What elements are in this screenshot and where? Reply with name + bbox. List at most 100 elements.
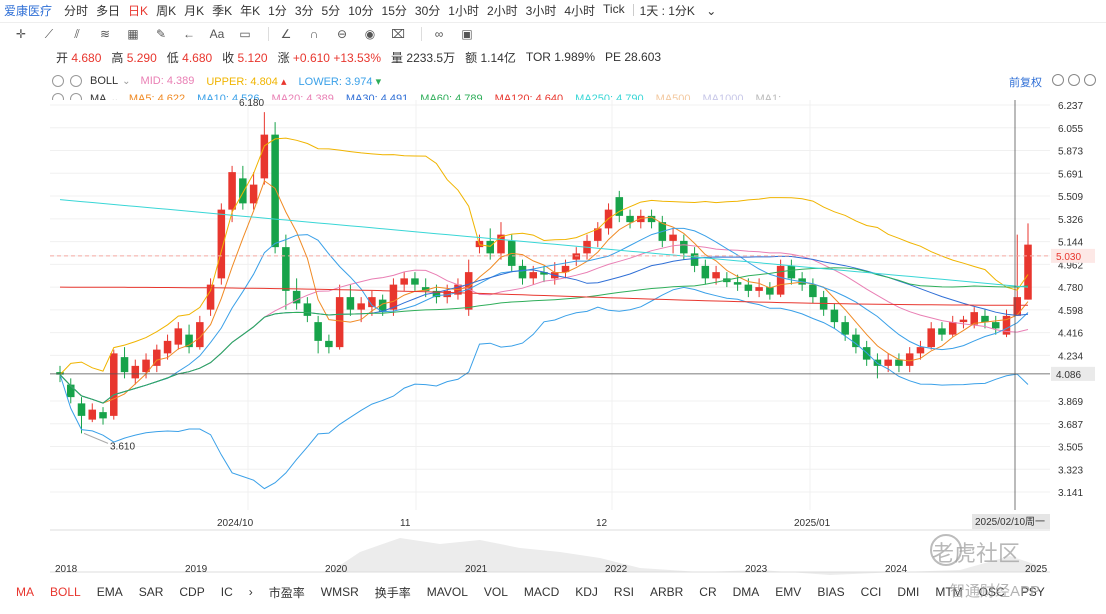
indicator-tab-15[interactable]: ARBR [649,585,684,599]
period-tab-8[interactable]: 3分 [294,3,314,18]
close-label: 收 [222,50,235,65]
boll-name[interactable]: BOLL [90,75,119,87]
open-label: 开 [56,50,69,65]
chevron-down-icon[interactable]: ⌄ [110,93,119,105]
indicator-tab-24[interactable]: PSY [1020,585,1045,599]
indicator-tab-5[interactable]: IC [220,585,233,599]
indicator-tab-3[interactable]: SAR [138,585,164,599]
line-tool-icon[interactable]: ⟋ [44,26,54,41]
price-tick: 5.691 [1058,169,1083,180]
ma120-line [59,286,1028,306]
period-tab-5[interactable]: 季K [212,3,233,18]
arrow-tool-icon[interactable]: ← [183,27,195,41]
candle-body [400,278,408,285]
indicator-tab-22[interactable]: MTM [935,585,963,599]
brush-tool-icon[interactable]: ✎ [155,27,167,41]
indicator-tab-8[interactable]: WMSR [320,585,359,599]
stock-name[interactable]: 爱康医疗 [4,3,53,18]
link-icon[interactable]: ∞ [434,27,444,41]
amount-value: 1.14亿 [480,50,516,65]
period-tab-3[interactable]: 周K [156,3,177,18]
period-tab-16[interactable]: 4小时 [564,3,596,18]
indicator-tab-14[interactable]: RSI [613,585,634,599]
wave-tool-icon[interactable]: ≋ [99,27,111,41]
ma10-line [59,227,1029,404]
indicator-tab-16[interactable]: CR [699,585,717,599]
ruler-tool-icon[interactable]: ∠ [280,27,292,41]
candle-body [529,272,538,279]
period-tab-11[interactable]: 15分 [381,3,407,18]
indicator-tab-23[interactable]: OSC [978,585,1005,599]
indicator-tab-1[interactable]: BOLL [50,585,81,599]
period-tab-14[interactable]: 2小时 [486,3,518,18]
period-select[interactable]: 1天 : 1分K ⌄ [640,2,725,19]
period-tab-0[interactable]: 分时 [64,3,89,18]
period-tab-12[interactable]: 30分 [414,3,441,18]
eye-icon[interactable] [52,75,64,87]
zoom-out-icon[interactable] [1068,74,1080,86]
indicator-tab-9[interactable]: 换手率 [374,585,411,600]
candle-body [970,312,978,325]
boll-lower-label: LOWER: [298,75,342,88]
lock-icon[interactable]: ⊖ [336,27,348,41]
chevron-down-icon: ⌄ [706,3,717,18]
period-tab-10[interactable]: 10分 [348,3,374,18]
candle-body [228,172,236,210]
period-tab-13[interactable]: 1小时 [448,3,479,18]
candle-body [271,134,279,248]
candle-body [66,384,75,398]
current-price-label: 5.030 [1056,252,1081,263]
eye-icon[interactable]: ◉ [364,27,376,41]
gear-icon[interactable] [70,75,82,87]
indicator-tab-20[interactable]: CCI [860,585,882,599]
crosshair-icon[interactable]: ✛ [15,27,27,41]
text-tool-icon[interactable]: Aa [209,27,225,41]
candle-body [443,290,451,298]
indicator-tab-13[interactable]: KDJ [575,585,598,599]
indicator-tab-4[interactable]: CDP [179,585,205,599]
boll-lower-line [59,286,1029,490]
comment-tool-icon[interactable]: ▭ [239,27,251,41]
indicator-tab-2[interactable]: EMA [96,585,123,599]
candle-body [153,349,161,366]
candle-body [744,284,753,291]
trash-icon[interactable]: ⌧ [391,27,405,41]
period-tab-4[interactable]: 月K [184,3,205,18]
period-tab-15[interactable]: 3小时 [525,3,557,18]
period-tab-1[interactable]: 多日 [96,3,121,18]
indicator-tab-19[interactable]: BIAS [817,585,845,599]
kline-chart[interactable]: 6.237 6.055 5.873 5.691 5.509 5.326 5.144 5.030… [0,70,1106,580]
candle-body [733,282,742,285]
candle-body [916,347,925,354]
fib-tool-icon[interactable]: ▦ [127,27,139,41]
current-price-box [1051,248,1095,263]
indicator-tab-17[interactable]: DMA [732,585,760,599]
indicator-tab-12[interactable]: MACD [523,585,560,599]
image-icon[interactable]: ▣ [461,27,473,41]
restore-toggle[interactable]: 前复权 [1009,77,1042,89]
indicator-tab-0[interactable]: MA [16,585,34,599]
candle-body [927,328,935,348]
period-tab-7[interactable]: 1分 [268,3,287,18]
price-tick: 5.326 [1058,215,1083,226]
reset-icon[interactable] [1052,74,1064,86]
candle-body [766,287,774,295]
indicator-tab-7[interactable]: 市盈率 [268,585,305,600]
candle-body [239,178,247,204]
channel-tool-icon[interactable]: ⫽ [74,26,80,41]
indicator-tab-11[interactable]: VOL [483,585,508,599]
period-tab-9[interactable]: 5分 [321,3,341,18]
indicator-tab-6[interactable]: › [248,585,253,599]
chevron-down-icon[interactable]: ⌄ [122,75,131,87]
magnet-icon[interactable]: ∩ [309,27,319,41]
indicator-tab-10[interactable]: MAVOL [426,585,468,599]
candle-body [88,409,97,420]
period-tab-17[interactable]: Tick [603,1,625,16]
indicator-bar: MA BOLL EMA SAR CDP IC › 市盈率 WMSR 换手率 MAVOL VOL MACD… [0,582,1106,602]
period-tab-2[interactable]: 日K [128,3,149,18]
indicator-tab-18[interactable]: EMV [775,585,802,599]
indicator-tab-21[interactable]: DMI [897,585,920,599]
divider [268,27,269,41]
period-tab-6[interactable]: 年K [240,3,261,18]
zoom-in-icon[interactable] [1084,74,1096,86]
